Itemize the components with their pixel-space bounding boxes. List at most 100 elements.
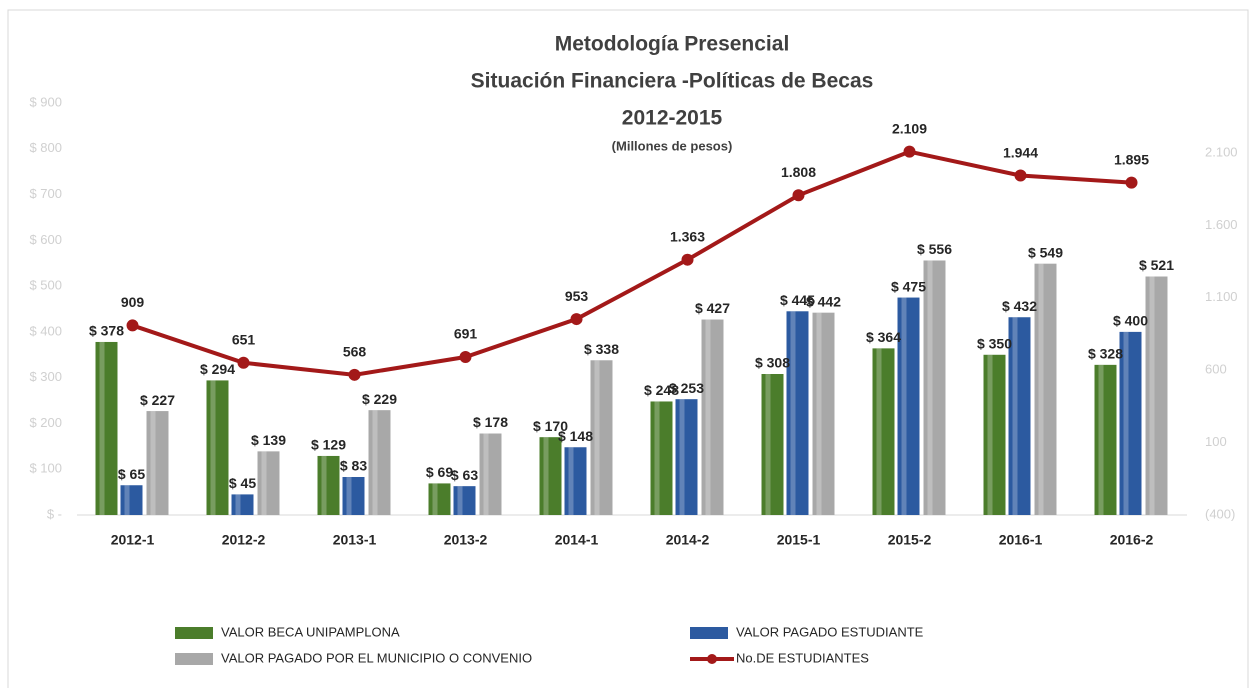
y2-tick-label: 600 (1205, 362, 1227, 377)
legend-label: VALOR PAGADO ESTUDIANTE (736, 624, 924, 639)
line-point (459, 351, 472, 364)
chart-subtitle: (Millones de pesos) (612, 138, 733, 153)
y-tick-label: $ 600 (29, 232, 62, 247)
data-label: $ 378 (89, 323, 124, 339)
bar (120, 485, 143, 515)
y-tick-label: $ 800 (29, 140, 62, 155)
bar (368, 410, 391, 515)
data-label: $ 45 (229, 475, 256, 491)
data-label: 953 (565, 288, 589, 304)
bar (761, 374, 784, 515)
bar (590, 360, 613, 515)
bar-shine (705, 319, 711, 515)
y-tick-label: $ 200 (29, 415, 62, 430)
data-label: $ 129 (311, 437, 346, 453)
bar (1008, 317, 1031, 515)
bar (1145, 276, 1168, 515)
data-label: $ 69 (426, 464, 453, 480)
bar (897, 297, 920, 515)
bar (453, 486, 476, 515)
data-label: $ 338 (584, 341, 619, 357)
y2-tick-label: 1.100 (1205, 289, 1238, 304)
bar-shine (901, 297, 907, 515)
line-point (1125, 176, 1138, 189)
bar-shine (987, 354, 993, 515)
data-label: $ 229 (362, 391, 397, 407)
data-label: $ 253 (669, 380, 704, 396)
bar-shine (765, 374, 771, 515)
bar (983, 354, 1006, 515)
x-tick-label: 2012-2 (222, 532, 266, 548)
data-label: 691 (454, 326, 478, 342)
bar-shine (1098, 364, 1104, 515)
bar-shine (483, 433, 489, 515)
bar-shine (210, 380, 216, 515)
bar-shine (346, 477, 352, 515)
bar-shine (543, 437, 549, 515)
bar-shine (1012, 317, 1018, 515)
legend-label: No.DE ESTUDIANTES (736, 650, 869, 665)
bar-shine (876, 348, 882, 515)
data-label: $ 308 (755, 355, 790, 371)
bar (428, 483, 451, 515)
y2-tick-label: 2.100 (1205, 144, 1238, 159)
legend-swatch (707, 654, 717, 664)
data-label: $ 475 (891, 278, 926, 294)
bar-shine (654, 401, 660, 515)
bar-shine (679, 399, 685, 515)
data-label: $ 442 (806, 293, 841, 309)
legend-swatch (175, 627, 213, 639)
bar-shine (261, 451, 267, 515)
data-label: $ 432 (1002, 298, 1037, 314)
data-label: $ 170 (533, 418, 568, 434)
bar (479, 433, 502, 515)
data-label: $ 294 (200, 361, 235, 377)
line (131, 149, 1132, 377)
bar (872, 348, 895, 515)
data-label: $ 139 (251, 432, 286, 448)
line-point (681, 253, 694, 266)
line-point (792, 189, 805, 202)
bar-shine (927, 260, 933, 515)
y-tick-label: $ 500 (29, 278, 62, 293)
x-tick-label: 2016-1 (999, 532, 1043, 548)
data-label: $ 178 (473, 414, 508, 430)
bar-shine (235, 494, 241, 515)
bar-shine (432, 483, 438, 515)
bar-shine (124, 485, 130, 515)
bar (539, 437, 562, 515)
bar (812, 312, 835, 515)
x-tick-label: 2013-2 (444, 532, 488, 548)
data-label: 909 (121, 294, 145, 310)
legend-swatch (175, 653, 213, 665)
bar-shine (1149, 276, 1155, 515)
bar-shine (790, 311, 796, 515)
chart-subtitle: 2012-2015 (622, 107, 723, 130)
y-tick-label: $ 900 (29, 94, 62, 109)
bar (342, 477, 365, 515)
line-point (348, 368, 361, 381)
data-label: $ 400 (1113, 313, 1148, 329)
data-label: $ 248 (644, 382, 679, 398)
data-label: $ 364 (866, 329, 901, 345)
data-label: 1.363 (670, 228, 705, 244)
data-label: $ 521 (1139, 257, 1174, 273)
data-label: $ 65 (118, 466, 145, 482)
bar-shine (372, 410, 378, 515)
legend-label: VALOR BECA UNIPAMPLONA (221, 624, 400, 639)
bar-shine (594, 360, 600, 515)
x-tick-label: 2015-1 (777, 532, 821, 548)
data-label: 651 (232, 332, 256, 348)
line-point (237, 356, 250, 369)
x-tick-label: 2013-1 (333, 532, 377, 548)
y2-tick-label: 100 (1205, 434, 1227, 449)
y2-tick-label: 1.600 (1205, 217, 1238, 232)
bar (650, 401, 673, 515)
bar (564, 447, 587, 515)
data-label: 1.944 (1003, 144, 1038, 160)
data-label: $ 328 (1088, 346, 1123, 362)
data-label: 1.895 (1114, 151, 1149, 167)
data-label: 568 (343, 344, 367, 360)
